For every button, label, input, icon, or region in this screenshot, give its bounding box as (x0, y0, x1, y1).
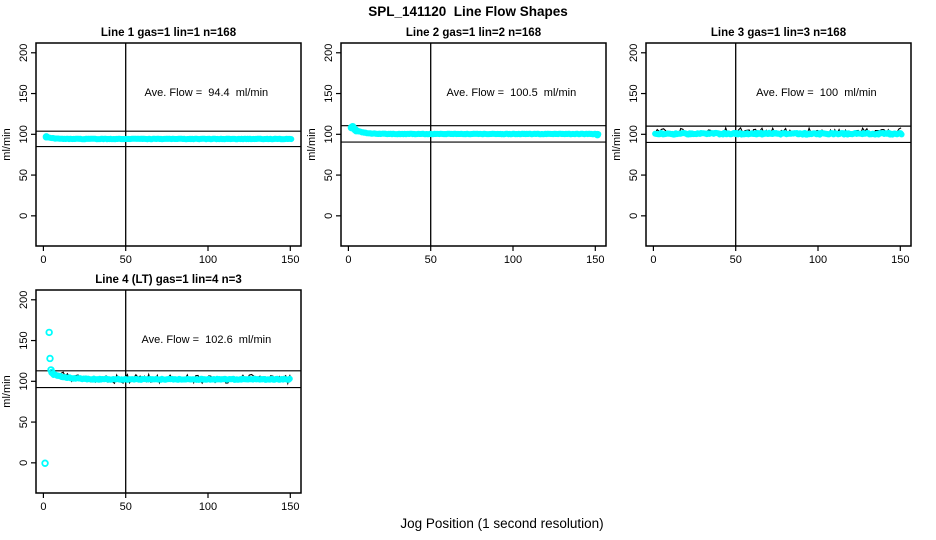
y-axis-unit-label: ml/min (1, 375, 13, 407)
x-tick-label: 150 (281, 254, 299, 266)
flow-band (348, 124, 602, 138)
y-tick-label: 100 (18, 125, 30, 143)
x-tick-label: 0 (650, 254, 656, 266)
flow-point (46, 354, 54, 363)
x-tick-label: 150 (586, 254, 604, 266)
y-tick-label: 0 (628, 213, 640, 219)
y-tick-label: 150 (628, 84, 640, 102)
panel-title: Line 1 gas=1 lin=1 n=168 (101, 27, 237, 39)
y-tick-label: 50 (628, 169, 640, 181)
panel-box (35, 42, 302, 247)
panel-title: Line 2 gas=1 lin=2 n=168 (406, 27, 542, 39)
flow-point (42, 133, 51, 141)
flow-point (593, 130, 602, 139)
x-tick-label: 50 (425, 254, 437, 266)
x-tick-label: 100 (504, 254, 522, 266)
x-tick-label: 0 (345, 254, 351, 266)
y-tick-label: 150 (18, 84, 30, 102)
x-tick-label: 50 (120, 501, 132, 513)
y-tick-label: 100 (18, 372, 30, 390)
ave-flow-annotation: Ave. Flow = 102.6 ml/min (141, 334, 271, 346)
y-tick-label: 50 (18, 416, 30, 428)
flow-point (352, 127, 361, 135)
y-tick-label: 0 (18, 213, 30, 219)
y-tick-label: 0 (18, 460, 30, 466)
flow-band (49, 370, 293, 383)
x-tick-label: 50 (120, 254, 132, 266)
y-tick-label: 200 (323, 44, 335, 62)
y-tick-label: 200 (628, 44, 640, 62)
x-tick-label: 0 (40, 254, 46, 266)
y-axis-unit-label: ml/min (306, 128, 318, 160)
y-axis-unit-label: ml/min (1, 128, 13, 160)
x-tick-label: 50 (730, 254, 742, 266)
y-tick-label: 50 (323, 169, 335, 181)
y-tick-label: 150 (18, 331, 30, 349)
figure-title: SPL_141120 Line Flow Shapes (368, 4, 568, 19)
flow-point (41, 459, 49, 467)
panel-box (645, 42, 912, 247)
ave-flow-annotation: Ave. Flow = 100 ml/min (756, 87, 877, 99)
ave-flow-annotation: Ave. Flow = 94.4 ml/min (145, 87, 269, 99)
panel-box (340, 42, 607, 247)
x-tick-label: 100 (199, 254, 217, 266)
panel-title: Line 4 (LT) gas=1 lin=4 n=3 (95, 274, 241, 286)
x-tick-label: 100 (809, 254, 827, 266)
panel-box (35, 289, 302, 494)
y-tick-label: 100 (323, 125, 335, 143)
flow-band (652, 129, 905, 138)
y-axis-unit-label: ml/min (611, 128, 623, 160)
x-tick-label: 150 (281, 501, 299, 513)
flow-point (45, 328, 53, 337)
y-tick-label: 0 (323, 213, 335, 219)
x-tick-label: 0 (40, 501, 46, 513)
flow-point (48, 368, 56, 377)
y-tick-label: 200 (18, 291, 30, 309)
y-tick-label: 200 (18, 44, 30, 62)
panel-title: Line 3 gas=1 lin=3 n=168 (711, 27, 847, 39)
ave-flow-annotation: Ave. Flow = 100.5 ml/min (446, 87, 576, 99)
y-tick-label: 150 (323, 84, 335, 102)
x-tick-label: 150 (891, 254, 909, 266)
y-tick-label: 50 (18, 169, 30, 181)
x-axis-label: Jog Position (1 second resolution) (400, 516, 604, 531)
y-tick-label: 100 (628, 125, 640, 143)
x-tick-label: 100 (199, 501, 217, 513)
flow-band (42, 133, 295, 143)
